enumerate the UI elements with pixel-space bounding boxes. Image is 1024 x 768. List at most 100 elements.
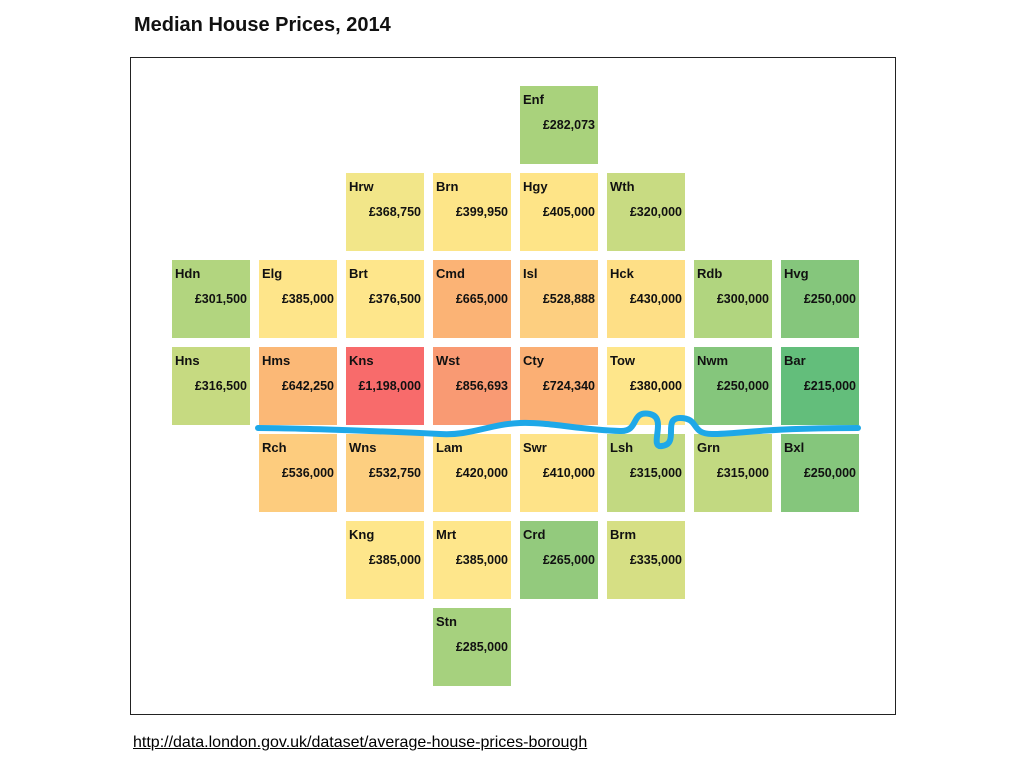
borough-tile-crd: Crd £265,000	[520, 521, 598, 599]
borough-tile-hck: Hck £430,000	[607, 260, 685, 338]
borough-tile-enf: Enf £282,073	[520, 86, 598, 164]
borough-price: £300,000	[716, 292, 769, 306]
borough-code: Kng	[349, 527, 375, 542]
borough-code: Brm	[610, 527, 637, 542]
borough-code: Bar	[784, 353, 806, 368]
borough-tile-wst: Wst £856,693	[433, 347, 511, 425]
borough-code: Nwm	[697, 353, 729, 368]
borough-tile-hns: Hns £316,500	[172, 347, 250, 425]
borough-code: Brn	[436, 179, 459, 194]
borough-tile-lsh: Lsh £315,000	[607, 434, 685, 512]
borough-price: £265,000	[542, 553, 595, 567]
borough-price: £385,000	[281, 292, 334, 306]
borough-tile-bar: Bar £215,000	[781, 347, 859, 425]
borough-tile-elg: Elg £385,000	[259, 260, 337, 338]
borough-price: £1,198,000	[358, 379, 421, 393]
borough-price: £420,000	[455, 466, 508, 480]
borough-price: £250,000	[716, 379, 769, 393]
borough-tile-tow: Tow £380,000	[607, 347, 685, 425]
borough-price: £532,750	[368, 466, 421, 480]
borough-code: Lsh	[610, 440, 634, 455]
borough-tile-brt: Brt £376,500	[346, 260, 424, 338]
borough-price: £301,500	[194, 292, 247, 306]
borough-tile-swr: Swr £410,000	[520, 434, 598, 512]
borough-code: Kns	[349, 353, 374, 368]
borough-tile-lam: Lam £420,000	[433, 434, 511, 512]
borough-price: £335,000	[629, 553, 682, 567]
borough-price: £320,000	[629, 205, 682, 219]
borough-code: Hdn	[175, 266, 201, 281]
chart-title: Median House Prices, 2014	[134, 14, 391, 36]
borough-tile-bxl: Bxl £250,000	[781, 434, 859, 512]
borough-code: Cty	[523, 353, 544, 368]
borough-tile-kns: Kns £1,198,000	[346, 347, 424, 425]
borough-price: £368,750	[368, 205, 421, 219]
borough-tile-hms: Hms £642,250	[259, 347, 337, 425]
borough-price: £376,500	[368, 292, 421, 306]
borough-price: £250,000	[803, 292, 856, 306]
borough-code: Wns	[349, 440, 377, 455]
borough-tile-brn: Brn £399,950	[433, 173, 511, 251]
borough-tile-mrt: Mrt £385,000	[433, 521, 511, 599]
borough-code: Cmd	[436, 266, 465, 281]
borough-price: £665,000	[455, 292, 508, 306]
borough-price: £642,250	[281, 379, 334, 393]
borough-code: Wth	[610, 179, 635, 194]
borough-code: Rdb	[697, 266, 723, 281]
borough-price: £410,000	[542, 466, 595, 480]
borough-price: £405,000	[542, 205, 595, 219]
borough-tile-hrw: Hrw £368,750	[346, 173, 424, 251]
borough-code: Wst	[436, 353, 460, 368]
borough-code: Stn	[436, 614, 457, 629]
borough-price: £385,000	[455, 553, 508, 567]
borough-price: £316,500	[194, 379, 247, 393]
borough-code: Hms	[262, 353, 291, 368]
borough-code: Grn	[697, 440, 721, 455]
borough-price: £250,000	[803, 466, 856, 480]
borough-code: Tow	[610, 353, 636, 368]
borough-tile-wth: Wth £320,000	[607, 173, 685, 251]
borough-code: Hns	[175, 353, 200, 368]
borough-code: Enf	[523, 92, 544, 107]
borough-code: Hvg	[784, 266, 809, 281]
borough-code: Mrt	[436, 527, 457, 542]
borough-tile-hdn: Hdn £301,500	[172, 260, 250, 338]
borough-tile-isl: Isl £528,888	[520, 260, 598, 338]
borough-price: £385,000	[368, 553, 421, 567]
borough-tile-kng: Kng £385,000	[346, 521, 424, 599]
borough-price: £399,950	[455, 205, 508, 219]
borough-tile-nwm: Nwm £250,000	[694, 347, 772, 425]
borough-price: £536,000	[281, 466, 334, 480]
borough-tile-cty: Cty £724,340	[520, 347, 598, 425]
borough-price: £380,000	[629, 379, 682, 393]
borough-code: Hgy	[523, 179, 548, 194]
borough-tile-stn: Stn £285,000	[433, 608, 511, 686]
borough-price: £528,888	[542, 292, 595, 306]
borough-price: £430,000	[629, 292, 682, 306]
borough-code: Hrw	[349, 179, 374, 194]
borough-tile-hvg: Hvg £250,000	[781, 260, 859, 338]
borough-tile-brm: Brm £335,000	[607, 521, 685, 599]
borough-code: Lam	[436, 440, 463, 455]
borough-tile-grn: Grn £315,000	[694, 434, 772, 512]
borough-code: Bxl	[784, 440, 805, 455]
borough-tile-hgy: Hgy £405,000	[520, 173, 598, 251]
borough-price: £856,693	[455, 379, 508, 393]
borough-price: £285,000	[455, 640, 508, 654]
borough-code: Hck	[610, 266, 634, 281]
borough-tile-wns: Wns £532,750	[346, 434, 424, 512]
borough-code: Swr	[523, 440, 547, 455]
borough-price: £315,000	[629, 466, 682, 480]
borough-tile-cmd: Cmd £665,000	[433, 260, 511, 338]
borough-tile-rch: Rch £536,000	[259, 434, 337, 512]
source-link[interactable]: http://data.london.gov.uk/dataset/averag…	[133, 734, 588, 751]
borough-price: £215,000	[803, 379, 856, 393]
borough-code: Crd	[523, 527, 546, 542]
borough-code: Rch	[262, 440, 287, 455]
borough-code: Isl	[523, 266, 538, 281]
borough-code: Brt	[349, 266, 368, 281]
borough-price: £315,000	[716, 466, 769, 480]
borough-tile-rdb: Rdb £300,000	[694, 260, 772, 338]
borough-price: £282,073	[542, 118, 595, 132]
borough-price: £724,340	[542, 379, 595, 393]
